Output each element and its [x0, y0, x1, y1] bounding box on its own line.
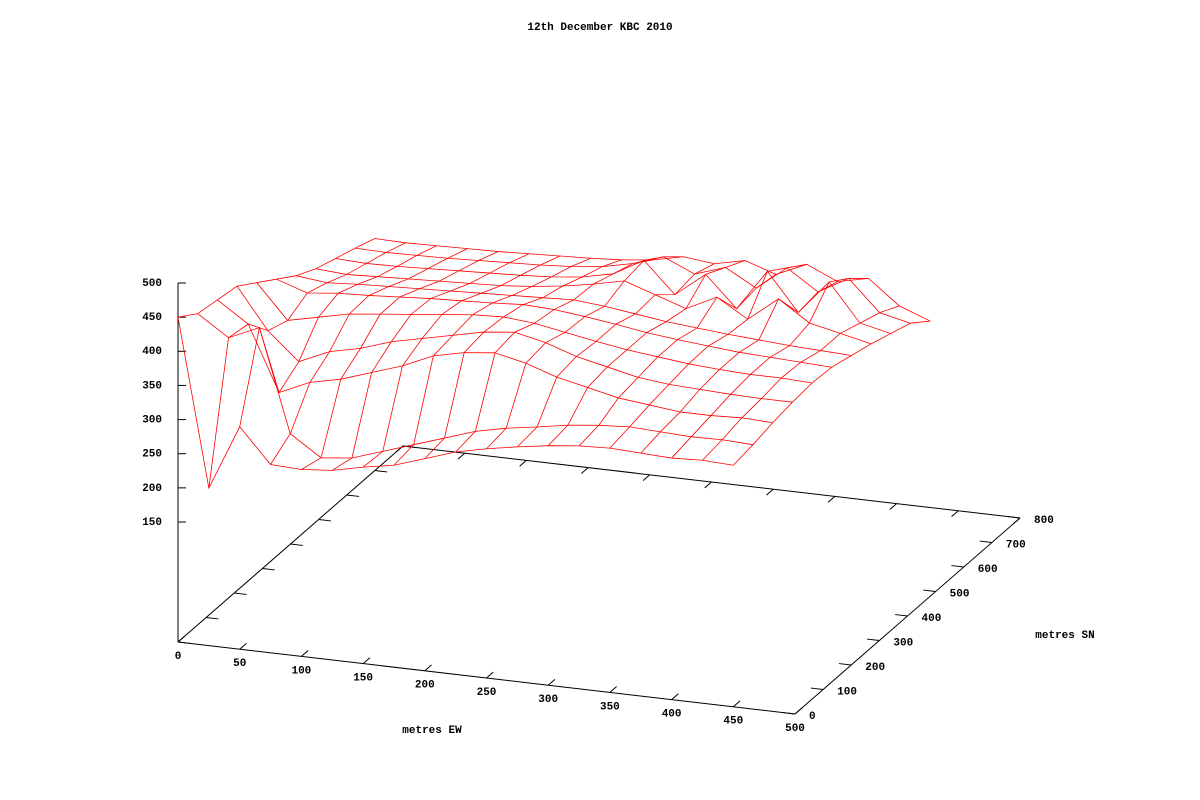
mesh-line [208, 242, 406, 489]
x-tick-label: 450 [723, 716, 743, 728]
x-tick [671, 693, 679, 700]
mesh-line [609, 263, 807, 449]
y-tick [374, 470, 388, 473]
x-tick [794, 707, 803, 715]
x-tick-label: 150 [353, 673, 373, 685]
mesh-line [640, 281, 838, 454]
x-tick-label: 50 [233, 658, 246, 670]
y-tick [262, 568, 275, 571]
x-tick [457, 452, 466, 460]
y-tick-label: 800 [1034, 515, 1054, 527]
y-tick [979, 540, 992, 543]
y-tick [951, 565, 964, 568]
x-tick [519, 460, 527, 467]
mesh-line [197, 313, 754, 459]
mesh-line [177, 317, 734, 490]
z-tick-label: 200 [142, 483, 162, 495]
x-tick-label: 200 [415, 680, 435, 692]
x-tick [766, 488, 774, 496]
mesh-line [702, 305, 900, 461]
mesh-line [578, 274, 777, 447]
x-tick [609, 686, 617, 693]
x-tick [424, 664, 432, 672]
x-tick-label: 300 [538, 694, 558, 706]
mesh-line [239, 245, 437, 427]
y-tick [290, 543, 303, 546]
y-tick [866, 638, 880, 641]
mesh-line [315, 268, 872, 345]
x-tick [301, 650, 309, 657]
y-tick [923, 589, 936, 592]
mesh-line [547, 260, 746, 446]
x-tick [239, 642, 247, 650]
z-tick-label: 400 [142, 346, 162, 358]
mesh-line [270, 248, 468, 465]
x-tick [732, 700, 741, 708]
x-tick [1012, 517, 1021, 525]
mesh-line [671, 277, 869, 459]
mesh-line [177, 238, 376, 318]
z-tick-label: 450 [142, 312, 162, 324]
x-tick [486, 671, 494, 679]
x-tick [704, 481, 712, 489]
x-tick [951, 510, 959, 518]
mesh-line [335, 258, 891, 334]
y-tick-label: 700 [1006, 539, 1026, 551]
y-axis-label: metres SN [1035, 630, 1094, 642]
x-tick-label: 350 [600, 701, 620, 713]
y-tick [810, 687, 824, 690]
y-tick-label: 100 [837, 686, 857, 698]
x-tick [362, 657, 371, 664]
mesh-line [374, 238, 931, 322]
x-tick [889, 503, 897, 510]
x-tick-label: 250 [477, 687, 497, 699]
mesh-line [455, 259, 653, 453]
x-tick [581, 467, 589, 474]
x-tick [827, 496, 836, 503]
y-tick [346, 494, 360, 497]
mesh-line [256, 282, 813, 384]
y-tick-label: 200 [865, 662, 885, 674]
mesh-line [393, 257, 591, 466]
mesh-line [332, 253, 530, 471]
mesh-line [424, 259, 622, 459]
z-tick-label: 150 [142, 517, 162, 529]
y-tick-label: 300 [893, 637, 913, 649]
z-tick-label: 250 [142, 449, 162, 461]
x-tick [642, 474, 651, 482]
y-tick-label: 600 [978, 564, 998, 576]
mesh-line [276, 278, 832, 368]
x-tick [177, 635, 186, 643]
mesh-line [517, 263, 715, 448]
x-tick-label: 100 [291, 665, 311, 677]
y-tick-label: 0 [809, 711, 816, 723]
mesh-line [733, 320, 931, 466]
y-tick [838, 663, 852, 666]
y-tick [1007, 516, 1021, 519]
x-tick-label: 400 [662, 709, 682, 721]
y-tick [895, 614, 908, 617]
y-tick [177, 641, 191, 644]
y-tick-label: 500 [950, 588, 970, 600]
x-tick-label: 0 [175, 651, 182, 663]
mesh-line [236, 285, 793, 403]
mesh-line [362, 255, 561, 468]
y-tick [318, 519, 332, 522]
x-tick-label: 500 [785, 723, 805, 735]
y-tick [234, 592, 247, 595]
x-axis-label: metres EW [402, 725, 462, 737]
y-tick [206, 617, 219, 620]
z-tick-label: 500 [142, 278, 162, 290]
y-tick-label: 400 [922, 613, 942, 625]
mesh-line [486, 256, 684, 450]
z-tick-label: 300 [142, 414, 162, 426]
mesh-line [301, 251, 499, 470]
z-tick-label: 350 [142, 380, 162, 392]
chart-title: 12th December KBC 2010 [527, 22, 672, 34]
x-tick [547, 678, 556, 686]
y-tick [782, 712, 796, 715]
